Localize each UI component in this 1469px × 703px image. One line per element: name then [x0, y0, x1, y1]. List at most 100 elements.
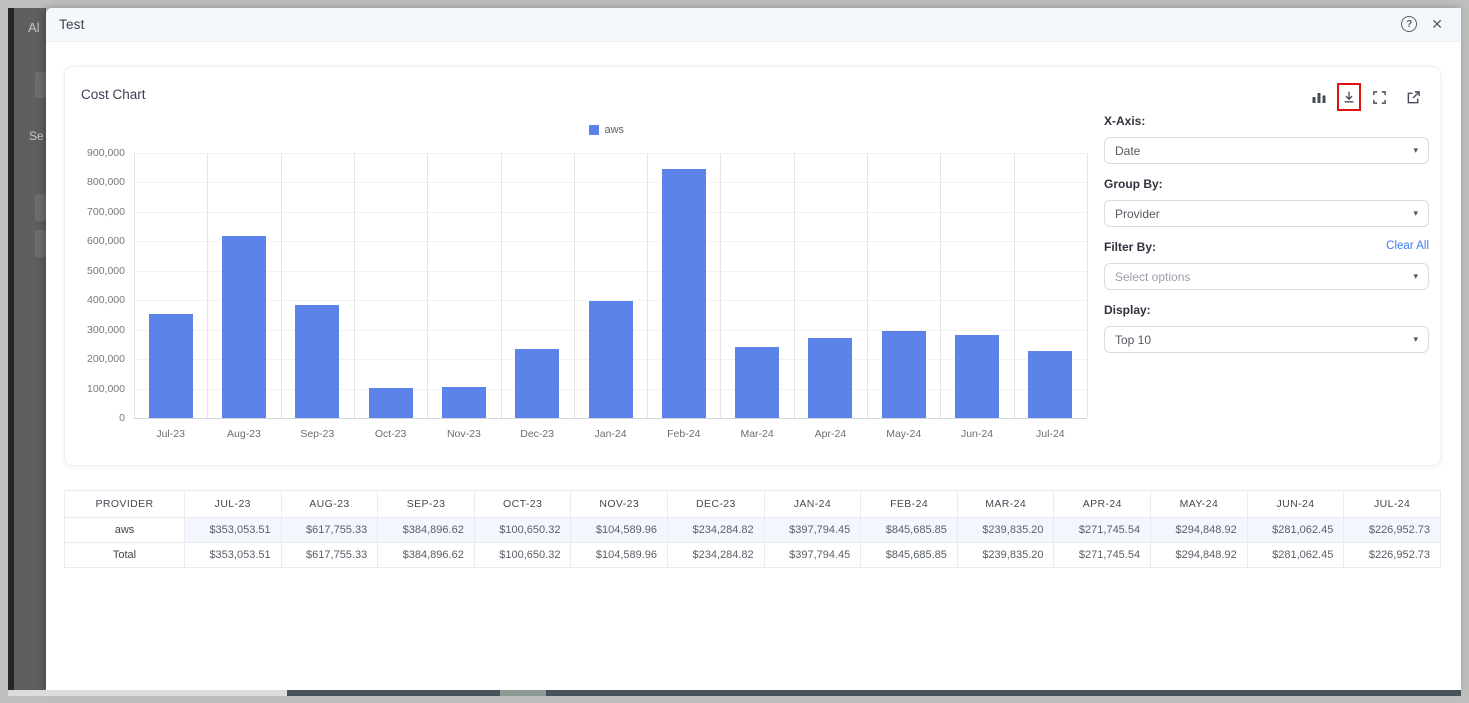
x-tick-label: Aug-23 — [227, 428, 261, 440]
cost-cell: $845,685.85 — [860, 542, 958, 568]
gridline-vertical — [353, 153, 355, 418]
table-header-cell: JUL-23 — [184, 490, 282, 518]
cost-table-container: PROVIDER JUL-23 AUG-23 SEP-23 OCT-23 NOV-23 DE… — [64, 490, 1441, 568]
chevron-down-icon: ▾ — [1413, 145, 1418, 155]
chart-bar[interactable] — [808, 337, 853, 418]
modal-header: Test ? ✕ — [46, 8, 1461, 42]
table-header-cell: JUN-24 — [1246, 490, 1345, 518]
gridline-vertical — [867, 153, 869, 418]
table-header-cell: DEC-23 — [667, 490, 765, 518]
bar-chart-icon[interactable] — [1307, 85, 1331, 109]
cost-bar-chart: aws 0 100,000 200,000 300,000 400,000 500,000… — [65, 67, 1105, 467]
table-header-cell: MAY-24 — [1150, 490, 1248, 518]
cost-cell: $353,053.51 — [184, 542, 282, 568]
gridline-horizontal — [134, 153, 1087, 154]
gridline-vertical — [720, 153, 722, 418]
y-tick-label: 300,000 — [87, 323, 125, 336]
cost-cell: $104,589.96 — [570, 517, 669, 543]
table-header-cell: OCT-23 — [473, 490, 572, 518]
gridline-vertical — [647, 153, 649, 418]
table-header-row: PROVIDER JUL-23 AUG-23 SEP-23 OCT-23 NOV-23 DE… — [64, 490, 1441, 518]
dimmed-background-page: Al Se — [8, 8, 46, 690]
cost-chart-card: Cost Chart aws 0 100, — [64, 66, 1441, 466]
chart-bar[interactable] — [588, 300, 633, 418]
chart-bar[interactable] — [881, 331, 926, 418]
x-tick-label: Jan-24 — [594, 428, 627, 440]
y-tick-label: 200,000 — [87, 353, 125, 366]
gridline-vertical — [280, 153, 282, 418]
x-tick-label: Jul-24 — [1036, 428, 1065, 440]
close-icon[interactable]: ✕ — [1431, 16, 1443, 32]
cost-cell: $271,745.54 — [1053, 517, 1152, 543]
gridline-vertical — [134, 153, 135, 418]
y-tick-label: 500,000 — [87, 264, 125, 277]
cost-table: PROVIDER JUL-23 AUG-23 SEP-23 OCT-23 NOV-23 DE… — [64, 490, 1441, 568]
gridline-horizontal — [134, 270, 1087, 272]
x-tick-label: Jul-23 — [156, 428, 185, 440]
chart-bar[interactable] — [955, 335, 1000, 418]
chart-bar[interactable] — [515, 349, 560, 418]
modal-title: Test — [59, 17, 85, 32]
scrollbar-thumb[interactable] — [287, 690, 1461, 696]
filter-by-select[interactable]: Select options ▾ — [1104, 263, 1429, 290]
provider-cell: aws — [64, 517, 185, 543]
table-header-cell: FEB-24 — [860, 490, 958, 518]
x-tick-label: Jun-24 — [960, 428, 994, 440]
cost-cell: $384,896.62 — [377, 517, 475, 543]
y-tick-label: 0 — [119, 412, 125, 424]
cost-cell: $617,755.33 — [280, 542, 379, 568]
chart-bar[interactable] — [368, 388, 413, 418]
fullscreen-icon[interactable] — [1367, 85, 1391, 109]
chart-bar[interactable] — [441, 387, 486, 418]
gridline-horizontal — [134, 211, 1087, 213]
chart-bar[interactable] — [148, 314, 193, 418]
background-element — [35, 72, 46, 98]
cost-cell: $845,685.85 — [860, 517, 958, 543]
gridline-vertical — [207, 153, 209, 418]
chevron-down-icon: ▾ — [1413, 208, 1418, 218]
cost-cell: $294,848.92 — [1150, 542, 1248, 568]
cost-cell: $234,284.82 — [667, 517, 765, 543]
y-tick-label: 400,000 — [87, 294, 125, 307]
chevron-down-icon: ▾ — [1413, 334, 1418, 344]
table-header-cell: AUG-23 — [280, 490, 379, 518]
gridline-horizontal — [134, 241, 1087, 243]
filter-by-label: Filter By: — [1104, 240, 1157, 254]
table-header-cell: JAN-24 — [763, 490, 862, 518]
external-link-icon[interactable] — [1401, 85, 1425, 109]
gridline-vertical — [793, 153, 795, 418]
clear-all-link[interactable]: Clear All — [1386, 240, 1429, 252]
legend-label: aws — [604, 124, 625, 136]
display-selected-value: Top 10 — [1115, 332, 1152, 347]
chart-bar[interactable] — [1028, 351, 1073, 418]
display-select[interactable]: Top 10 ▾ — [1104, 326, 1429, 353]
table-row: Total $353,053.51 $617,755.33 $384,896.62 $1… — [64, 542, 1441, 568]
horizontal-scrollbar[interactable] — [8, 690, 1461, 696]
chart-bar[interactable] — [735, 347, 780, 418]
chart-bar[interactable] — [221, 236, 266, 418]
table-row: aws $353,053.51 $617,755.33 $384,896.62 $100… — [64, 517, 1441, 543]
chart-toolbar — [1307, 83, 1425, 111]
gridline-vertical — [1013, 153, 1015, 418]
y-tick-label: 600,000 — [87, 235, 125, 248]
group-by-select[interactable]: Provider ▾ — [1104, 200, 1429, 227]
filter-by-placeholder: Select options — [1115, 269, 1191, 284]
cost-cell: $100,650.32 — [473, 517, 572, 543]
cost-cell: $397,794.45 — [763, 542, 862, 568]
table-header-cell: SEP-23 — [377, 490, 475, 518]
gridline-horizontal — [134, 182, 1087, 184]
chart-controls-panel: X-Axis: Date ▾ Group By: Provider ▾ Filt… — [1104, 114, 1429, 366]
cost-cell: $104,589.96 — [570, 542, 669, 568]
chart-bar[interactable] — [295, 304, 340, 418]
display-label: Display: — [1104, 303, 1151, 317]
x-tick-label: May-24 — [886, 428, 922, 440]
chart-bar[interactable] — [661, 168, 706, 418]
cost-cell: $239,835.20 — [956, 542, 1055, 568]
cost-cell: $281,062.45 — [1246, 542, 1345, 568]
download-icon[interactable] — [1340, 88, 1358, 106]
download-highlight-box — [1337, 83, 1361, 111]
help-icon[interactable]: ? — [1401, 16, 1418, 32]
cost-cell: $281,062.45 — [1246, 517, 1345, 543]
x-axis-select[interactable]: Date ▾ — [1104, 137, 1429, 164]
x-axis-selected-value: Date — [1115, 143, 1141, 158]
